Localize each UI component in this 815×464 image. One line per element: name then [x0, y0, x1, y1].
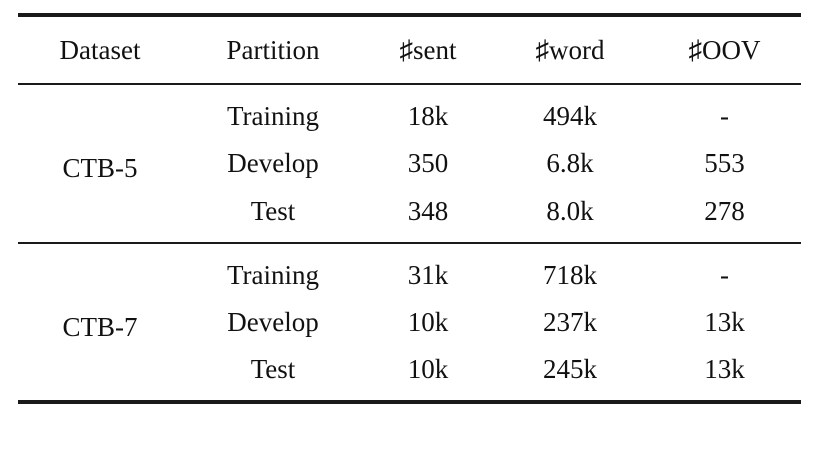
word-cell: 6.8k: [546, 148, 594, 178]
table-row: Develop 10k 237k 13k: [18, 296, 801, 349]
group-ctb5: CTB-5 Training 18k 494k - Develop 350 6.…: [18, 84, 801, 243]
oov-cell: 553: [704, 148, 745, 178]
sent-cell: 350: [407, 148, 449, 178]
dataset-label: CTB-5: [62, 153, 138, 183]
col-header-dataset: Dataset: [59, 34, 141, 65]
col-header-word: ♯word: [535, 34, 605, 65]
word-cell: 718k: [543, 259, 597, 290]
partition-cell: Training: [226, 259, 320, 290]
table-row: Develop 350 6.8k 553: [18, 137, 801, 190]
sent-cell: 10k: [407, 354, 449, 384]
word-cell: 237k: [543, 307, 597, 337]
sent-cell: 31k: [407, 259, 449, 290]
oov-cell: 278: [704, 195, 745, 226]
word-cell: 494k: [543, 100, 597, 131]
oov-cell: 13k: [704, 307, 745, 337]
word-cell: 245k: [543, 354, 597, 384]
sent-cell: 348: [407, 195, 449, 226]
oov-cell: -: [720, 100, 729, 131]
table-row: Test 10k 245k 13k: [18, 349, 801, 402]
word-cell: 8.0k: [546, 195, 594, 226]
oov-cell: 13k: [704, 354, 745, 384]
partition-cell: Test: [250, 195, 296, 226]
oov-cell: -: [720, 259, 729, 290]
table-row: CTB-7 Training 31k 718k -: [18, 243, 801, 342]
partition-cell: Develop: [227, 307, 319, 337]
col-header-partition: Partition: [226, 34, 320, 65]
dataset-statistics-table: Dataset Partition ♯sent ♯word ♯OOV CTB-5…: [18, 13, 801, 404]
col-header-oov: ♯OOV: [688, 34, 761, 65]
partition-cell: Training: [226, 100, 320, 131]
table-header: Dataset Partition ♯sent ♯word ♯OOV: [18, 15, 801, 84]
group-ctb7: CTB-7 Training 31k 718k - Develop 10k 23…: [18, 243, 801, 402]
col-header-sent: ♯sent: [399, 34, 457, 65]
partition-cell: Develop: [227, 148, 319, 178]
sent-cell: 18k: [407, 100, 449, 131]
table-row: Test 348 8.0k 278: [18, 190, 801, 243]
partition-cell: Test: [250, 354, 296, 384]
sent-cell: 10k: [407, 307, 449, 337]
table-row: CTB-5 Training 18k 494k -: [18, 84, 801, 184]
dataset-label: CTB-7: [62, 311, 138, 342]
header-row: Dataset Partition ♯sent ♯word ♯OOV: [18, 15, 801, 84]
